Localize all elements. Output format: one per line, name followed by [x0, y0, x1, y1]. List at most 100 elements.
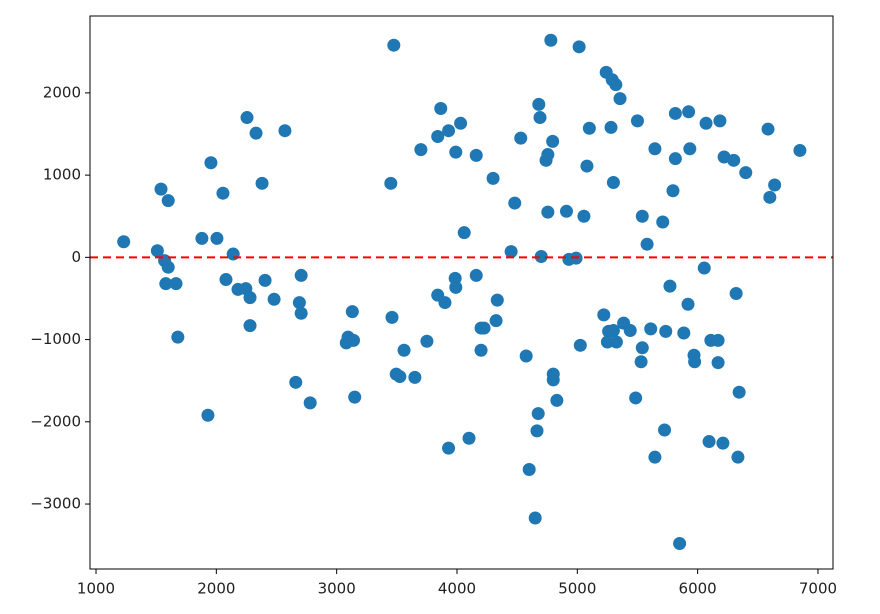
point [597, 308, 611, 322]
point [681, 297, 695, 311]
point [414, 143, 428, 157]
point [408, 370, 422, 384]
point [449, 145, 463, 159]
point [729, 287, 743, 301]
point [442, 441, 456, 455]
point [732, 385, 746, 399]
point [546, 134, 560, 148]
point [534, 250, 548, 264]
point [629, 391, 643, 405]
x-tick-label: 5000 [558, 580, 596, 598]
point [243, 291, 257, 305]
point [258, 273, 272, 287]
point [528, 511, 542, 525]
point [550, 393, 564, 407]
point [469, 268, 483, 282]
point [668, 152, 682, 166]
point [514, 131, 528, 145]
point [635, 209, 649, 223]
point [159, 277, 173, 291]
point [668, 106, 682, 120]
y-tick-label: 2000 [43, 83, 81, 101]
point [397, 343, 411, 357]
y-tick-label: −1000 [30, 330, 81, 348]
y-tick-label: 0 [71, 248, 81, 266]
point [731, 450, 745, 464]
point [606, 324, 620, 338]
x-tick-label: 2000 [197, 580, 235, 598]
point [154, 182, 168, 196]
point [656, 215, 670, 229]
point [531, 407, 545, 421]
point [519, 349, 533, 363]
point [727, 153, 741, 167]
point [572, 40, 586, 54]
point [384, 176, 398, 190]
point [204, 156, 218, 170]
point [240, 111, 254, 125]
point [604, 120, 618, 134]
y-tick-label: −3000 [30, 495, 81, 513]
point [442, 124, 456, 138]
point [150, 244, 164, 258]
point [546, 373, 560, 387]
point [117, 235, 131, 249]
point [385, 310, 399, 324]
point [713, 114, 727, 128]
point [582, 121, 596, 135]
point [171, 330, 185, 344]
x-tick-label: 4000 [438, 580, 476, 598]
point [763, 190, 777, 204]
point [658, 423, 672, 437]
point [438, 296, 452, 310]
point [559, 204, 573, 218]
point [490, 293, 504, 307]
point [716, 436, 730, 450]
point [609, 78, 623, 92]
point [702, 435, 716, 449]
point [504, 245, 518, 259]
point [216, 186, 230, 200]
point [161, 260, 175, 274]
point [577, 209, 591, 223]
point [226, 247, 240, 261]
point [761, 122, 775, 136]
point [673, 537, 687, 551]
point [699, 116, 713, 130]
point [294, 306, 308, 320]
point [347, 333, 361, 347]
point [648, 142, 662, 156]
point [294, 268, 308, 282]
x-tick-label: 1000 [77, 580, 115, 598]
point [462, 431, 476, 445]
point [393, 370, 407, 384]
point [201, 408, 215, 422]
point [634, 355, 648, 369]
point [793, 143, 807, 157]
point [303, 396, 317, 410]
point [477, 321, 491, 335]
point [573, 338, 587, 352]
x-tick-label: 6000 [679, 580, 717, 598]
point [532, 97, 546, 111]
point [457, 226, 471, 240]
point [663, 279, 677, 293]
point [666, 184, 680, 198]
point [348, 390, 362, 404]
point [533, 111, 547, 125]
point [623, 324, 637, 338]
point [195, 231, 209, 245]
point [688, 355, 702, 369]
point [469, 148, 483, 162]
point [711, 356, 725, 370]
point [659, 324, 673, 338]
point [677, 326, 691, 340]
point [682, 105, 696, 119]
point [541, 148, 555, 162]
point [640, 237, 654, 251]
point [768, 178, 782, 192]
point [161, 194, 175, 208]
point [544, 33, 558, 47]
point [454, 116, 468, 130]
point [431, 129, 445, 143]
